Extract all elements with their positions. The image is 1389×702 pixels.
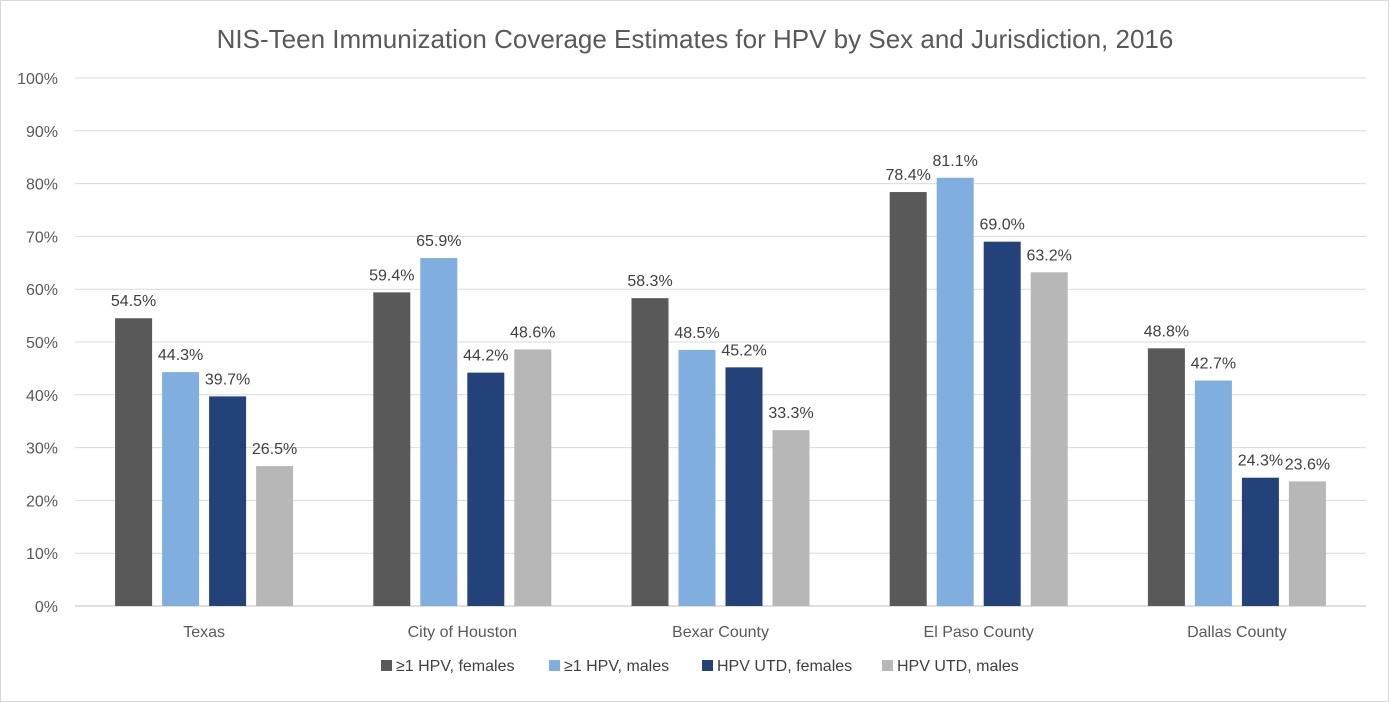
bar [725, 367, 763, 606]
data-label: 65.9% [416, 233, 461, 250]
data-label: 44.3% [158, 347, 203, 364]
chart-title: NIS-Teen Immunization Coverage Estimates… [217, 24, 1174, 54]
data-label: 48.5% [674, 325, 719, 342]
bar [256, 466, 294, 606]
bar [115, 318, 153, 606]
y-tick-label: 70% [26, 229, 58, 246]
y-tick-label: 10% [26, 546, 58, 563]
x-category-label: Texas [183, 624, 225, 641]
bar [209, 396, 247, 606]
data-label: 44.2% [463, 348, 508, 365]
legend-entry-label: HPV UTD, males [897, 658, 1019, 675]
data-label: 48.6% [510, 324, 555, 341]
x-category-label: Dallas County [1187, 624, 1287, 641]
data-label: 48.8% [1144, 323, 1189, 340]
y-tick-label: 0% [35, 599, 58, 616]
y-tick-label: 30% [26, 441, 58, 458]
data-label: 78.4% [886, 167, 931, 184]
bar [772, 430, 810, 606]
bar [514, 349, 552, 606]
data-label: 23.6% [1285, 456, 1330, 473]
bar [467, 372, 505, 606]
bar [420, 258, 458, 606]
data-label: 45.2% [721, 342, 766, 359]
legend-entry-label: ≥1 HPV, females [396, 658, 514, 675]
bar [889, 192, 927, 606]
y-tick-label: 50% [26, 335, 58, 352]
bar [162, 372, 200, 606]
data-label: 33.3% [768, 405, 813, 422]
bar [1194, 380, 1232, 606]
y-axis-ticks: 0% 10% 20% 30% 40% 50% 60% 70% 80% 90% 100% [17, 71, 58, 616]
data-label: 69.0% [980, 217, 1025, 234]
bar [631, 298, 669, 606]
bar [373, 292, 411, 606]
data-label: 63.2% [1027, 247, 1072, 264]
x-category-label: Bexar County [672, 624, 769, 641]
y-tick-label: 20% [26, 493, 58, 510]
bar [936, 177, 974, 607]
bar [1241, 477, 1279, 606]
x-category-label: City of Houston [408, 624, 517, 641]
data-label: 81.1% [933, 153, 978, 170]
data-label: 42.7% [1191, 356, 1236, 373]
y-tick-label: 60% [26, 282, 58, 299]
data-label: 58.3% [627, 273, 672, 290]
y-tick-label: 80% [26, 177, 58, 194]
bar [678, 349, 716, 606]
legend-entry-label: HPV UTD, females [717, 658, 852, 675]
bar [1288, 481, 1326, 606]
y-tick-label: 100% [17, 71, 58, 88]
data-label: 59.4% [369, 267, 414, 284]
data-labels: 54.5% 44.3%39.7% 26.5% 59.4%65.9% 44.2%48.6%… [111, 153, 1330, 474]
x-axis-categories: Texas City of Houston Bexar County El Paso … [183, 624, 1287, 641]
data-label: 24.3% [1238, 453, 1283, 470]
bar [1030, 272, 1068, 606]
legend: ≥1 HPV, females ≥1 HPV, males HPV UTD, fem… [381, 658, 1019, 675]
bar [983, 241, 1021, 606]
legend-entry-label: ≥1 HPV, males [564, 658, 669, 675]
legend-swatch [702, 660, 713, 671]
data-label: 26.5% [252, 441, 297, 458]
legend-swatch [549, 660, 560, 671]
x-category-label: El Paso County [924, 624, 1034, 641]
y-tick-label: 90% [26, 124, 58, 141]
bars [115, 177, 1326, 607]
legend-swatch [882, 660, 893, 671]
y-tick-label: 40% [26, 388, 58, 405]
bar [1147, 348, 1185, 606]
legend-swatch [381, 660, 392, 671]
data-label: 54.5% [111, 293, 156, 310]
data-label: 39.7% [205, 371, 250, 388]
